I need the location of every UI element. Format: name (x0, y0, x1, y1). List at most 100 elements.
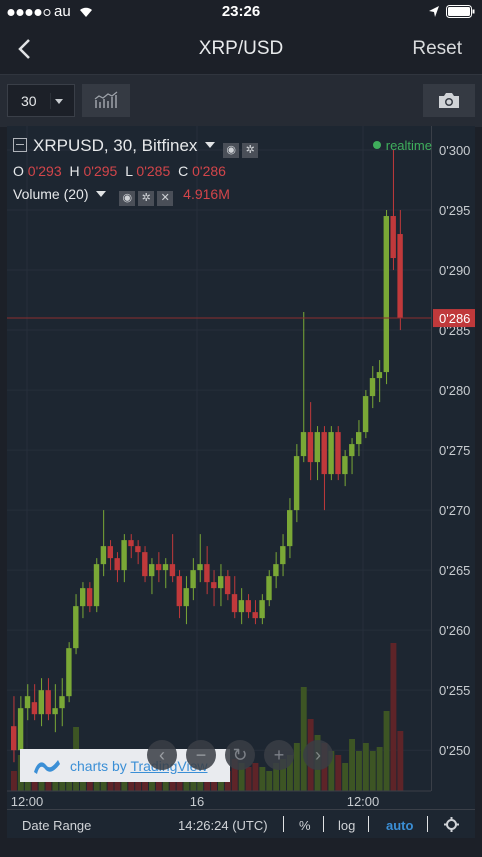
candle-body (245, 600, 251, 613)
price-tick-label: 0'255 (439, 683, 470, 698)
percent-toggle[interactable]: % (299, 818, 311, 833)
price-tick-label: 0'260 (439, 623, 470, 638)
low-value: 0'285 (136, 163, 171, 179)
candle-body (238, 600, 245, 613)
clock-label: 23:26 (221, 3, 261, 20)
symbol-title[interactable]: XRPUSD, 30, Bitfinex (33, 136, 198, 155)
snapshot-button[interactable] (423, 84, 475, 117)
gear-icon[interactable]: ✲ (138, 191, 155, 206)
volume-bar (328, 751, 335, 791)
volume-bar (397, 731, 404, 791)
close-icon[interactable]: ✕ (157, 191, 174, 206)
candle-body (128, 540, 134, 547)
ohlc-row: O 0'293 H 0'295 L 0'285 C 0'286 (13, 163, 226, 179)
volume-bar (266, 771, 273, 791)
caret-down-icon[interactable] (95, 190, 107, 198)
price-tick-label: 0'290 (439, 263, 470, 278)
candle-body (31, 702, 38, 715)
volume-label[interactable]: Volume (20) (13, 186, 89, 202)
date-range-button[interactable]: Date Range (22, 818, 92, 833)
camera-icon (439, 93, 459, 108)
low-label: L (125, 163, 133, 179)
tradingview-logo-icon (34, 760, 60, 774)
volume-bar (259, 767, 266, 791)
candle-body (135, 546, 141, 553)
battery-icon (446, 5, 475, 18)
interval-value: 30 (21, 93, 37, 109)
candle-body (266, 576, 272, 601)
price-tick-label: 0'295 (439, 203, 470, 218)
reset-view-button[interactable]: ↻ (225, 740, 255, 770)
volume-bar (300, 687, 307, 791)
volume-bar (293, 743, 300, 791)
candle-body (162, 564, 169, 571)
log-toggle[interactable]: log (338, 818, 356, 833)
zoom-in-button[interactable]: + (264, 740, 294, 770)
candle-body (169, 564, 176, 577)
candle-body (155, 564, 162, 571)
candle-body (273, 564, 279, 577)
indicators-button[interactable] (82, 84, 130, 117)
back-arrow-icon[interactable] (12, 34, 40, 64)
volume-bar (390, 643, 397, 791)
candle-body (204, 564, 210, 583)
candle-body (218, 576, 224, 589)
candle-body (183, 588, 189, 607)
time-tick-label: 16 (190, 794, 204, 809)
price-tick-label: 0'270 (439, 503, 470, 518)
candle-body (11, 726, 17, 751)
page-title: XRP/USD (198, 38, 284, 59)
zoom-out-button[interactable]: − (186, 740, 216, 770)
candle-body (280, 546, 286, 565)
caret-down-icon[interactable] (204, 141, 216, 149)
candle-body (149, 564, 155, 577)
volume-bar (245, 767, 252, 791)
chart-area[interactable]: 0'300 0'295 0'290 0'285 0'280 0'275 0'270 0'265… (7, 126, 475, 838)
high-label: H (69, 163, 80, 179)
open-value: 0'293 (27, 163, 62, 179)
candle-body (114, 558, 120, 571)
candle-body (356, 432, 362, 445)
candle-body (321, 432, 327, 475)
candle-body (66, 648, 72, 697)
realtime-label: realtime (385, 138, 432, 153)
scroll-left-button[interactable]: ‹ (147, 740, 177, 770)
candle-body (211, 582, 217, 589)
candle-body (300, 432, 307, 457)
eye-icon[interactable]: ◉ (119, 191, 136, 206)
volume-bar (238, 763, 245, 791)
auto-toggle[interactable]: auto (386, 818, 414, 833)
reset-button[interactable]: Reset (412, 38, 462, 59)
candle-body (73, 606, 79, 649)
divider (283, 816, 284, 832)
candle-body (376, 372, 383, 379)
eye-icon[interactable]: ◉ (223, 143, 240, 158)
scroll-right-button[interactable]: › (303, 740, 333, 770)
candle-body (349, 444, 355, 457)
candle-body (362, 396, 369, 433)
indicators-icon (94, 91, 118, 108)
divider (427, 816, 428, 832)
close-label: C (178, 163, 189, 179)
interval-select[interactable]: 30 (7, 84, 75, 117)
signal-icon (7, 9, 51, 16)
candle-body (197, 564, 203, 571)
time-tick-label: 12:00 (347, 794, 380, 809)
gear-icon[interactable] (444, 817, 459, 832)
legend-title-row: XRPUSD, 30, Bitfinex ◉ ✲ (13, 136, 259, 158)
candle-body (328, 432, 334, 475)
gear-icon[interactable]: ✲ (242, 143, 259, 158)
chart-bottom-bar: Date Range 14:26:24 (UTC) % log auto (7, 809, 475, 839)
live-dot-icon (372, 141, 381, 149)
candle-body (314, 432, 320, 463)
location-icon (429, 6, 439, 17)
volume-value: 4.916M (183, 186, 230, 202)
collapse-icon[interactable] (13, 138, 27, 152)
candlestick-chart[interactable]: 0'300 0'295 0'290 0'285 0'280 0'275 0'270 0'265… (7, 126, 475, 809)
volume-row: Volume (20) ◉ ✲ ✕ 4.916M (13, 186, 230, 206)
volume-bar (376, 747, 383, 791)
candle-body (93, 564, 100, 607)
price-tick-label: 0'280 (439, 383, 470, 398)
volume-bar (356, 751, 362, 791)
last-price-marker (433, 309, 475, 328)
